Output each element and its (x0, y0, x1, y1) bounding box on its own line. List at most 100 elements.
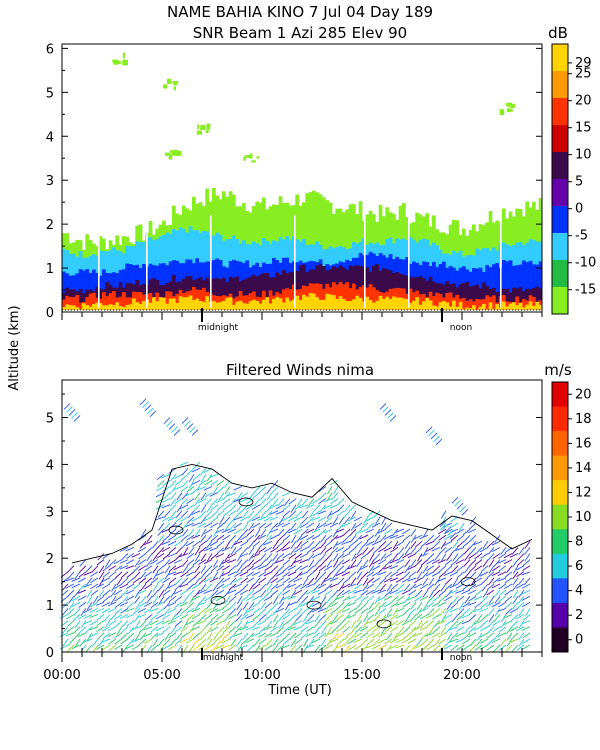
wind-barb (156, 559, 165, 565)
wind-barb (301, 595, 309, 604)
wind-barb (493, 559, 501, 567)
wind-barb (252, 559, 261, 566)
snr-cell (402, 298, 406, 310)
wind-barb (444, 583, 453, 591)
wind-barb (241, 547, 249, 555)
snr-cell (215, 278, 220, 310)
wind-barb (101, 638, 111, 643)
wind-barb (337, 577, 345, 585)
wind-barb (331, 565, 339, 573)
wind-barb (186, 577, 195, 585)
wind-barb (462, 638, 471, 645)
wind-barb (290, 541, 297, 549)
snr-cell (442, 284, 446, 310)
snr-cell (72, 297, 76, 310)
wind-barb (521, 589, 531, 595)
wind-barb (236, 608, 243, 617)
wind-barb (138, 553, 147, 560)
wind-barb (174, 473, 183, 480)
colorbar-label: -15 (575, 283, 596, 298)
wind-barb (438, 571, 447, 578)
wind-barb (323, 632, 333, 637)
wind-barb (85, 626, 93, 634)
wind-barb (167, 553, 177, 558)
wind-barb (511, 602, 519, 610)
wind-barb (181, 480, 189, 488)
snr-cell (125, 305, 130, 310)
wind-barb (228, 626, 237, 633)
y-tick-label: 4 (46, 130, 54, 145)
wind-barb (437, 620, 447, 625)
wind-barb (317, 510, 327, 515)
wind-barb (119, 546, 129, 552)
wind-barb (446, 632, 453, 641)
snr-cell (538, 304, 543, 310)
wind-barb (204, 608, 213, 614)
wind-barb (228, 565, 237, 572)
wind-barb (65, 583, 75, 589)
snr-cell (265, 273, 270, 310)
snr-cell (255, 300, 260, 310)
wind-barb (457, 608, 465, 616)
wind-barb (308, 638, 315, 647)
wind-barb (272, 608, 279, 616)
wind-barb (199, 638, 207, 646)
wind-barb (347, 589, 357, 595)
wind-barb (222, 601, 231, 609)
wind-barb (343, 638, 351, 646)
wind-barb (398, 547, 405, 555)
wind-barb (498, 589, 507, 597)
wind-barb (452, 614, 459, 622)
wind-barb (455, 638, 465, 643)
wind-barb (236, 638, 243, 647)
snr-cell (405, 298, 410, 310)
wind-barb (146, 553, 153, 562)
y-tick-label: 3 (46, 505, 54, 520)
wind-barb (295, 595, 303, 604)
wind-barb (506, 638, 513, 647)
snr-cell (478, 299, 483, 310)
wind-barb (192, 559, 201, 566)
wind-barb (89, 626, 99, 631)
wind-barb (152, 638, 159, 647)
wind-barb (96, 559, 105, 566)
snr-cell (278, 298, 283, 310)
wind-barb (362, 516, 369, 525)
snr-cell (238, 290, 243, 310)
snr-cell (478, 288, 483, 310)
wind-barb (305, 632, 315, 637)
wind-barb (170, 492, 177, 500)
wind-barb (251, 553, 261, 558)
wind-barb (318, 644, 327, 651)
wind-barb (347, 595, 357, 600)
snr-cell (215, 302, 220, 310)
wind-barb (277, 528, 285, 537)
wind-barb (200, 528, 207, 538)
wind-barb (185, 540, 195, 547)
wind-barb (192, 540, 201, 547)
wind-barb (504, 583, 513, 589)
wind-barb (342, 626, 351, 633)
wind-barb (152, 583, 159, 592)
wind-barb (414, 540, 423, 548)
wind-barb (336, 638, 345, 646)
wind-barb (307, 565, 315, 573)
wind-barb (253, 638, 261, 646)
wind-barb (313, 541, 321, 549)
wind-barb (301, 528, 309, 536)
wind-barb (114, 601, 123, 609)
wind-barb (246, 565, 255, 572)
wind-barb (162, 486, 171, 492)
wind-barb (299, 504, 309, 509)
wind-barb (89, 632, 99, 638)
wind-barb (511, 614, 519, 622)
wind-barb (380, 614, 387, 623)
wind-barb (125, 589, 135, 595)
wind-barb (168, 534, 177, 541)
wind-barb (331, 626, 339, 634)
snr-cell (505, 306, 510, 310)
wind-barb (329, 583, 339, 588)
wind-barb (493, 589, 501, 598)
wind-barb (320, 638, 327, 647)
wind-barb (366, 595, 375, 603)
